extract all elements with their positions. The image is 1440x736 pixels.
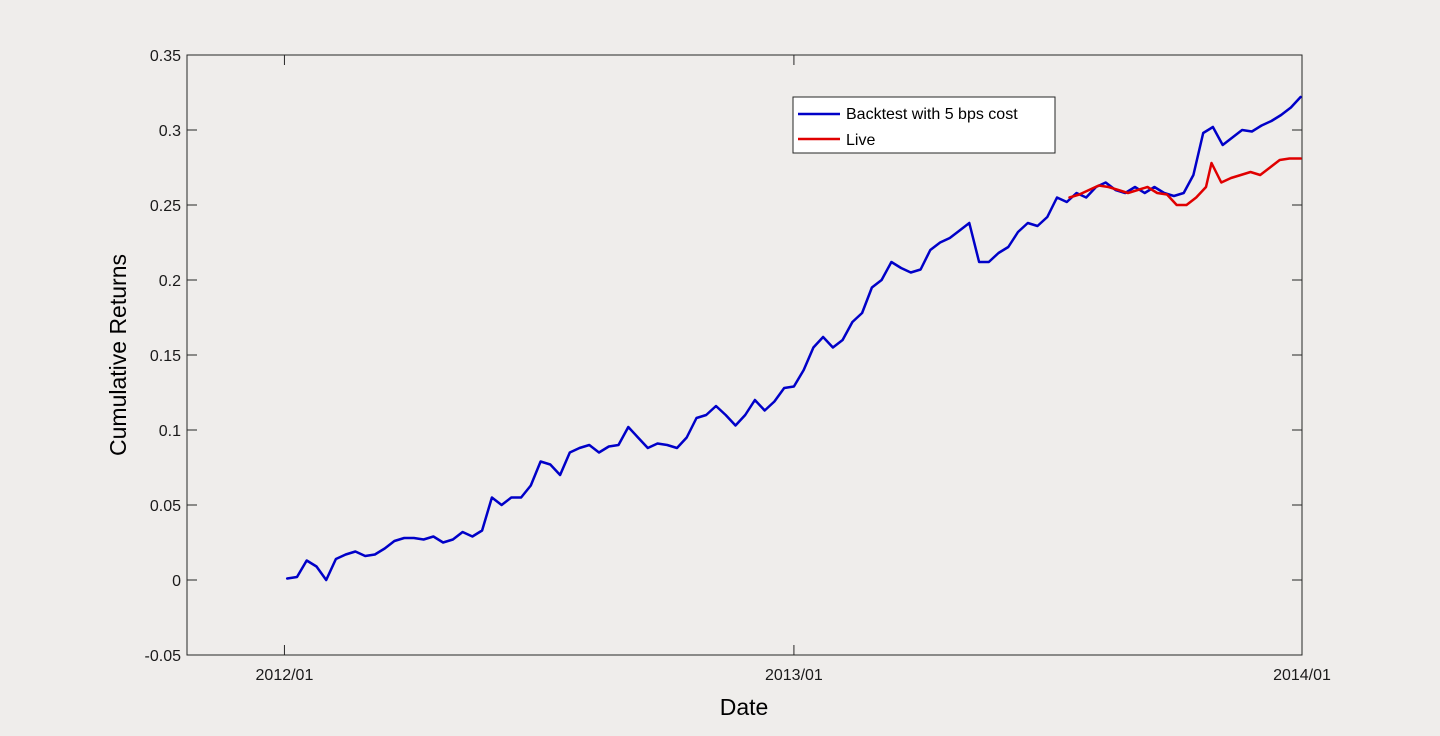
series-layer bbox=[285, 95, 1302, 582]
y-axis-title: Cumulative Returns bbox=[105, 254, 131, 456]
y-tick-label: 0.1 bbox=[159, 423, 181, 440]
legend-label-backtest: Backtest with 5 bps cost bbox=[846, 106, 1018, 123]
y-tick-label: 0 bbox=[172, 573, 181, 590]
y-tick-label: 0.2 bbox=[159, 273, 181, 290]
x-tick-label: 2013/01 bbox=[765, 667, 823, 684]
y-tick-label: 0.15 bbox=[150, 348, 181, 365]
x-tick-label: 2014/01 bbox=[1273, 667, 1331, 684]
plot-area bbox=[186, 54, 1303, 656]
y-tick-label: 0.3 bbox=[159, 123, 181, 140]
y-axis: -0.05 0 0.05 0.1 0.15 0.2 0.25 0.3 0.35 bbox=[145, 48, 1302, 665]
legend: Backtest with 5 bps cost Live bbox=[792, 96, 1056, 154]
y-tick-label: -0.05 bbox=[145, 648, 182, 665]
y-tick-label: 0.05 bbox=[150, 498, 181, 515]
series-line-backtest bbox=[285, 95, 1302, 582]
legend-box bbox=[792, 96, 1056, 154]
series-line-live bbox=[1068, 157, 1302, 207]
legend-label-live: Live bbox=[846, 132, 875, 149]
x-tick-label: 2012/01 bbox=[256, 667, 314, 684]
y-tick-label: 0.35 bbox=[150, 48, 181, 65]
x-axis-title: Date bbox=[720, 694, 769, 720]
x-axis: 2012/01 2013/01 2014/01 bbox=[256, 55, 1331, 684]
y-tick-label: 0.25 bbox=[150, 198, 181, 215]
